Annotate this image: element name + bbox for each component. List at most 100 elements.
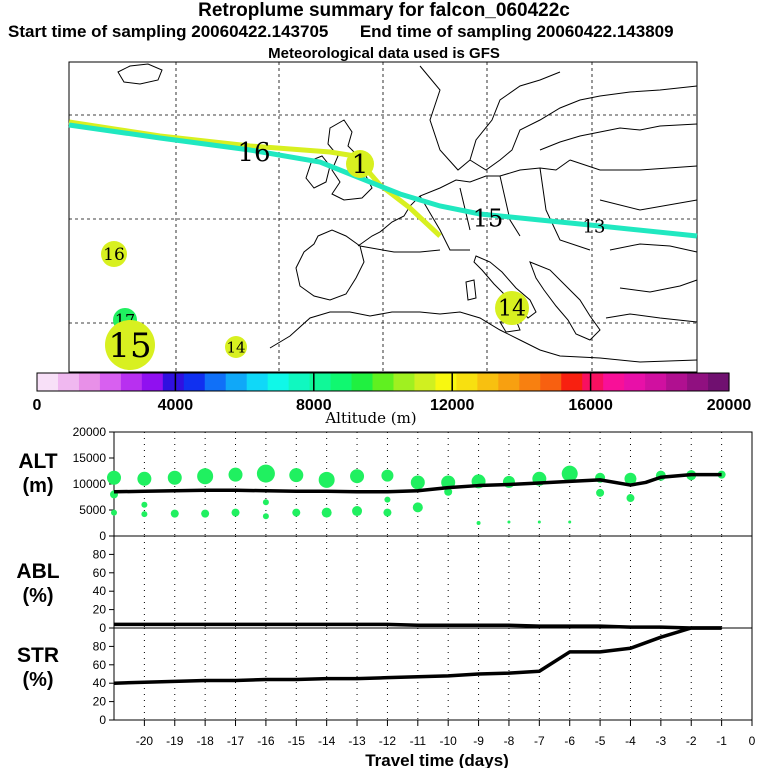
- plume-circle-7: [105, 320, 155, 370]
- y-tick-label-str-2: 40: [93, 676, 107, 690]
- colorbar-swatch-27: [603, 373, 625, 391]
- alt-marker-2: [167, 470, 182, 485]
- alt-marker-33: [231, 508, 240, 517]
- alt-marker-32: [201, 509, 210, 518]
- alt-marker-23: [262, 499, 269, 506]
- alt-marker-28: [626, 494, 635, 503]
- alt-marker-4: [228, 467, 243, 482]
- panel-abl: 0 20 40 60 80 ABL(%): [16, 535, 753, 635]
- x-tick-label-5: -15: [288, 734, 306, 748]
- y-tick-label-alt-3: 15000: [73, 451, 107, 465]
- colorbar-swatch-30: [666, 373, 688, 391]
- colorbar-swatch-26: [582, 373, 604, 391]
- colorbar-swatch-31: [687, 373, 709, 391]
- alt-marker-8: [350, 469, 365, 484]
- alt-marker-38: [383, 508, 392, 517]
- chart-title: Retroplume summary for falcon_060422c: [198, 0, 570, 21]
- colorbar-swatch-21: [477, 373, 499, 391]
- plume-label-0: 16: [237, 138, 270, 168]
- series-line-alt-0: [113, 472, 722, 494]
- colorbar-swatch-23: [519, 373, 541, 391]
- y-tick-label-alt-2: 10000: [73, 477, 107, 491]
- y-tick-label-abl-4: 80: [93, 547, 107, 561]
- y-tick-label-abl-1: 20: [93, 603, 107, 617]
- met-data-label: Meteorological data used is GFS: [268, 45, 500, 62]
- colorbar-tick-label-0: 0: [33, 397, 42, 414]
- x-tick-label-9: -11: [410, 734, 427, 748]
- alt-marker-17: [624, 472, 637, 485]
- time-series-panels: 05000100001500020000ALT(m)020406080ABL(%…: [16, 425, 755, 748]
- x-tick-label-4: -16: [257, 734, 275, 748]
- panel-frame-str: [113, 627, 753, 721]
- alt-marker-25: [412, 502, 423, 513]
- colorbar-swatch-9: [225, 373, 248, 391]
- alt-marker-1: [137, 471, 152, 486]
- colorbar-swatch-18: [414, 373, 437, 391]
- x-tick-label-11: -9: [473, 734, 484, 748]
- y-tick-label-alt-4: 20000: [73, 425, 107, 439]
- y-tick-label-str-3: 60: [93, 658, 107, 672]
- colorbar-swatch-19: [435, 373, 457, 391]
- end-label: End time of sampling: [359, 22, 532, 41]
- alt-marker-41: [537, 520, 541, 524]
- panel-unit-abl: (%): [22, 585, 53, 607]
- panel-alt: 0 5000 10000 15000 20000 ALT(m): [18, 425, 753, 543]
- x-tick-label-10: -10: [440, 734, 458, 748]
- colorbar-swatch-24: [540, 373, 562, 391]
- alt-marker-24: [384, 496, 391, 503]
- track-cyan: [68, 122, 698, 239]
- alt-marker-36: [321, 507, 332, 518]
- x-tick-label-0: -20: [136, 734, 154, 748]
- alt-marker-40: [507, 520, 511, 524]
- x-axis-label: Travel time (days): [365, 751, 509, 768]
- x-tick-label-16: -4: [625, 734, 636, 748]
- y-tick-label-abl-2: 40: [93, 584, 107, 598]
- colorbar-tick-label-4: 16000: [568, 397, 613, 414]
- colorbar-swatch-14: [330, 373, 353, 391]
- alt-marker-29: [111, 509, 117, 516]
- colorbar-swatch-10: [246, 373, 269, 391]
- alt-marker-0: [107, 470, 121, 485]
- alt-marker-10: [410, 475, 425, 490]
- alt-marker-42: [568, 520, 572, 524]
- colorbar-swatch-4: [120, 373, 143, 391]
- plume-label-8: 14: [226, 338, 245, 356]
- alt-marker-15: [561, 465, 578, 482]
- panel-label-alt: ALT: [18, 450, 57, 473]
- map-grid: [69, 62, 697, 372]
- panel-frame-abl: [113, 535, 753, 629]
- colorbar-tick-label-1: 4000: [158, 397, 194, 414]
- y-tick-label-abl-3: 60: [93, 566, 107, 580]
- x-axis: -20 -19 -18 -17 -16 -15 -14 -13 -12 -11 -10 -9 -8 -7-…: [136, 720, 756, 748]
- panel-frame-alt: [113, 431, 753, 537]
- coastlines: [117, 63, 698, 363]
- alt-marker-26: [444, 487, 453, 496]
- y-tick-label-str-0: 0: [99, 713, 106, 727]
- plume-circle-4: [495, 291, 529, 325]
- alt-marker-34: [262, 513, 269, 520]
- colorbar-swatch-6: [162, 373, 185, 391]
- plume-label-7: 15: [108, 326, 151, 366]
- plume-circle-8: [225, 336, 247, 358]
- colorbar-swatch-17: [393, 373, 416, 391]
- alt-marker-9: [381, 469, 394, 482]
- x-tick-label-17: -3: [656, 734, 667, 748]
- alt-marker-39: [476, 521, 481, 525]
- alt-marker-22: [141, 501, 148, 508]
- plume-label-2: 15: [473, 204, 504, 232]
- colorbar-swatch-28: [624, 373, 646, 391]
- colorbar-tick-label-3: 12000: [430, 397, 475, 414]
- colorbar-tick-label-2: 8000: [296, 397, 332, 414]
- y-tick-label-str-1: 20: [93, 695, 107, 709]
- plume-label-4: 14: [498, 297, 526, 322]
- alt-marker-31: [170, 509, 179, 518]
- x-tick-label-20: 0: [749, 734, 756, 748]
- colorbar-frame: [36, 372, 730, 392]
- colorbar-tick-label-5: 20000: [707, 397, 752, 414]
- colorbar-swatch-12: [288, 373, 311, 391]
- x-tick-label-6: -14: [318, 734, 336, 748]
- colorbar-swatch-2: [78, 373, 101, 391]
- x-tick-label-7: -13: [348, 734, 366, 748]
